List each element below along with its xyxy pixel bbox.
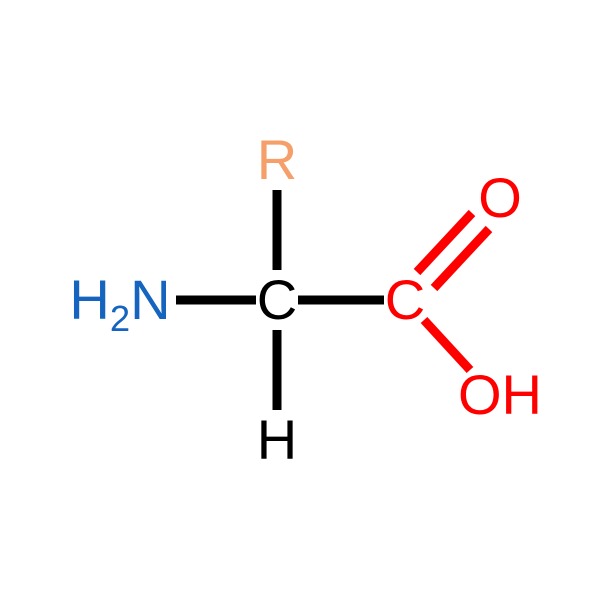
atom-amino: H2N: [69, 272, 170, 328]
atom-r-group-label: R: [257, 128, 297, 191]
atom-c-carboxyl: C: [385, 272, 425, 328]
atom-amino-label: H2N: [69, 268, 170, 331]
atom-c-center-label: C: [257, 268, 297, 331]
atom-c-carboxyl-label: C: [385, 268, 425, 331]
atom-c-center: C: [257, 272, 297, 328]
atom-r-group: R: [257, 132, 297, 188]
atom-o-double: O: [478, 170, 522, 226]
atom-o-double-label: O: [478, 166, 522, 229]
atom-oh-label: OH: [458, 363, 542, 426]
atom-h-bottom: H: [257, 412, 297, 468]
bond-c=o-a: [417, 213, 472, 272]
bond-c=o-b: [434, 229, 489, 288]
molecule-diagram: H2N C R H C O OH: [0, 0, 600, 600]
atom-oh: OH: [458, 367, 542, 423]
atom-h-bottom-label: H: [257, 408, 297, 471]
